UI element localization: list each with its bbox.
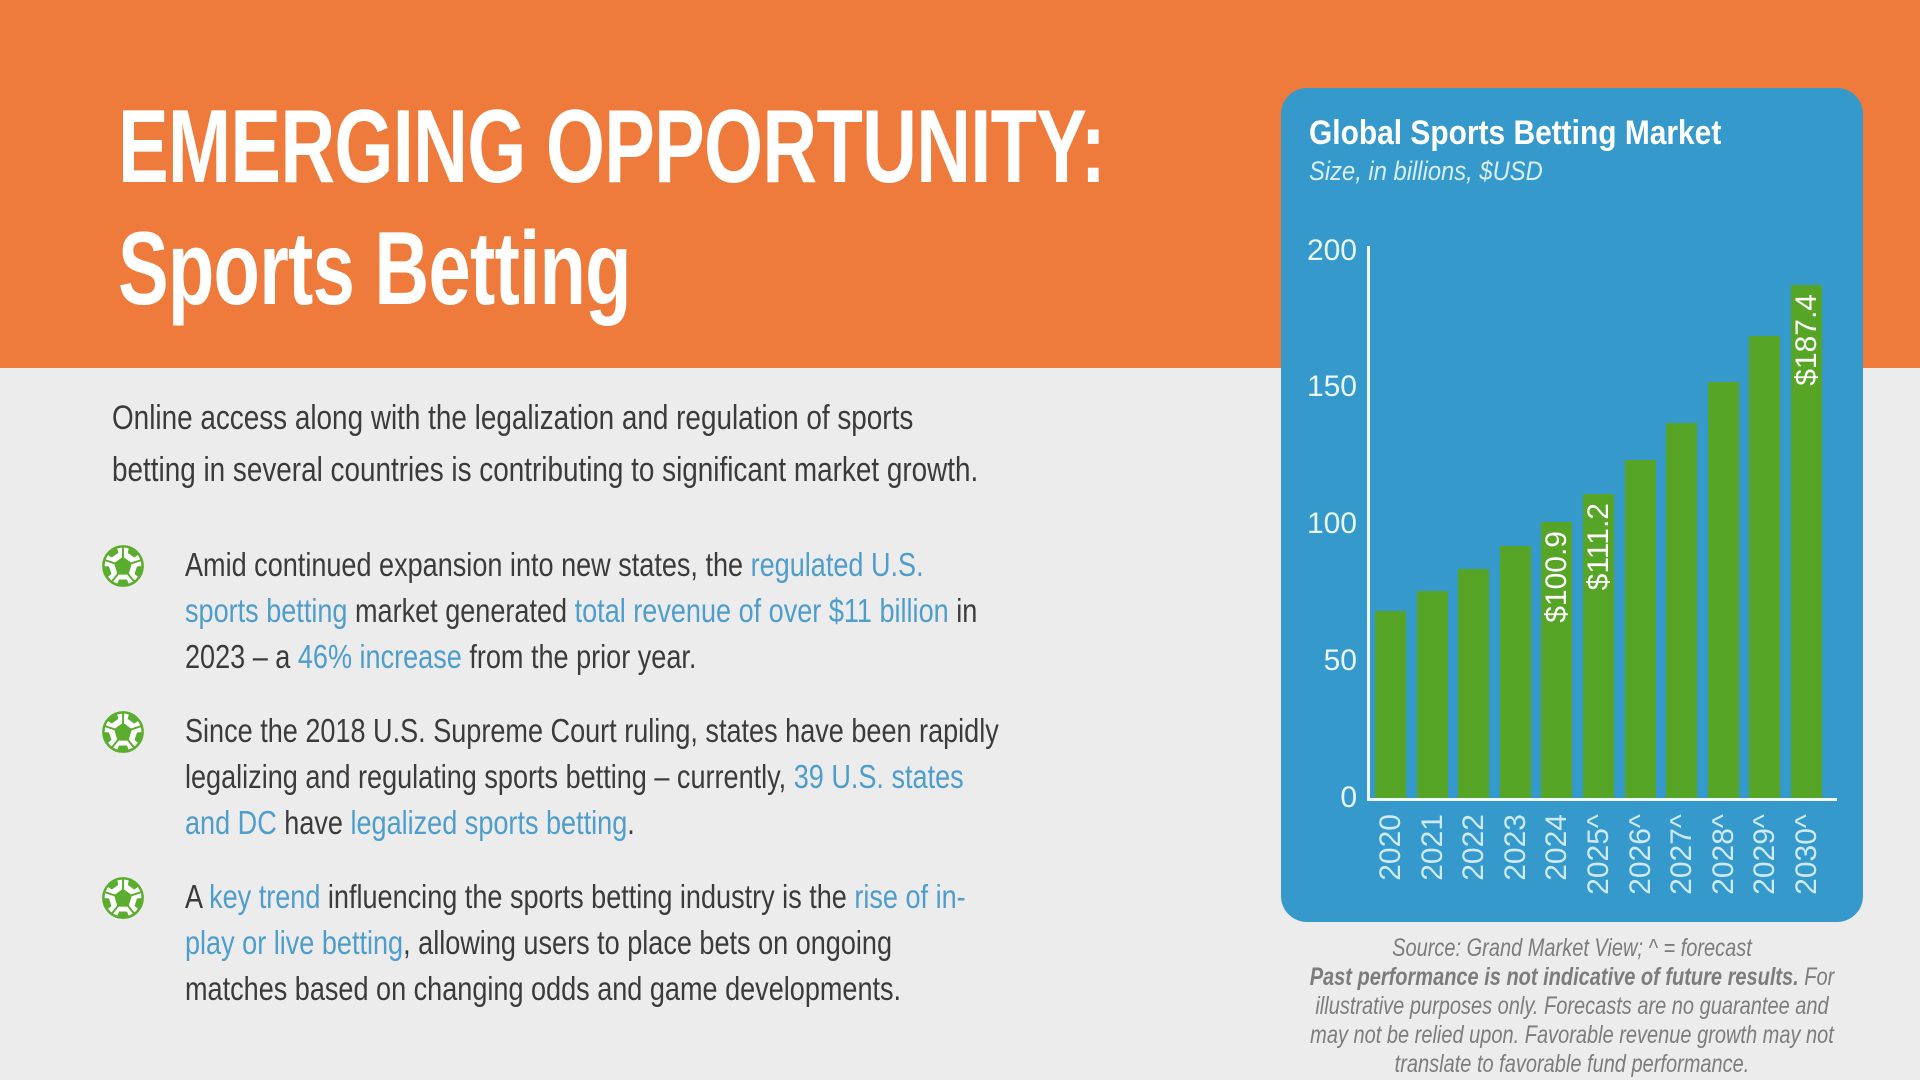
x-axis-label: 2020 <box>1373 814 1407 881</box>
text-segment: have <box>276 804 351 841</box>
x-axis-label-text: 2025^ <box>1581 814 1615 895</box>
source-disclaimer: Source: Grand Market View; ^ = forecast P… <box>1268 934 1876 1079</box>
text-segment: may not be relied upon. Favorable revenu… <box>1310 1021 1834 1049</box>
chart-bar-2028^ <box>1708 382 1739 798</box>
chart-bar-2030^ <box>1791 285 1822 798</box>
text-segment: Online access along with the legalizatio… <box>112 399 914 437</box>
x-axis-label-text: 2026^ <box>1623 814 1657 895</box>
highlighted-text: total revenue of over $11 billion <box>574 592 949 629</box>
intro-paragraph: Online access along with the legalizatio… <box>112 392 1260 496</box>
x-axis-label-text: 2023 <box>1498 814 1532 881</box>
x-axis-label-text: 2027^ <box>1664 814 1698 895</box>
x-axis-label-text: 2028^ <box>1706 814 1740 895</box>
chart-bar-2020 <box>1375 611 1406 798</box>
text-segment: For <box>1798 963 1835 991</box>
chart-bar-2027^ <box>1666 423 1697 798</box>
bullet-text-1: Amid continued expansion into new states… <box>185 542 1284 680</box>
bar-value-label: $100.9 <box>1539 531 1573 623</box>
highlighted-text: and DC <box>185 804 277 841</box>
bar-value-label: $111.2 <box>1581 503 1615 591</box>
chart-bar-2026^ <box>1625 460 1656 798</box>
bar-value-text: $187.4 <box>1789 294 1823 386</box>
chart-bar-2024 <box>1541 522 1572 798</box>
text-segment: translate to favorable fund performance. <box>1394 1050 1750 1078</box>
page-title-line-1: EMERGING OPPORTUNITY: <box>118 89 1106 205</box>
bar-chart: 0 50 100 150 200 2020 2021 2022 2023 $100.9 2024 $1… <box>1281 88 1863 922</box>
soccer-ball-icon <box>100 876 146 927</box>
x-axis-label: 2029^ <box>1747 814 1781 895</box>
highlighted-text: sports betting <box>185 592 348 629</box>
chart-bar-2022 <box>1458 569 1489 798</box>
x-axis-label: 2023 <box>1498 814 1532 881</box>
bar-value-text: $111.2 <box>1581 503 1615 591</box>
page-title-line-2: Sports Betting <box>118 211 631 327</box>
page-title: EMERGING OPPORTUNITY: Sports Betting <box>118 86 1470 330</box>
text-segment: influencing the sports betting industry … <box>320 878 855 915</box>
soccer-ball-icon <box>100 710 146 761</box>
bold-text: Past performance is not indicative of fu… <box>1309 963 1799 991</box>
highlighted-text: play or live betting <box>185 924 404 961</box>
x-axis-label-text: 2030^ <box>1789 814 1823 895</box>
y-axis-tick-label: 150 <box>1306 370 1357 404</box>
bar-value-label: $187.4 <box>1789 294 1823 386</box>
y-axis-tick-label: 50 <box>1323 644 1357 678</box>
text-segment: illustrative purposes only. Forecasts ar… <box>1315 992 1829 1020</box>
chart-bar-2025^ <box>1583 494 1614 798</box>
x-axis-label-text: 2024 <box>1539 814 1573 881</box>
x-axis-label-text: 2021 <box>1415 814 1449 881</box>
x-axis-label: 2024 <box>1539 814 1573 881</box>
x-axis-label: 2027^ <box>1664 814 1698 895</box>
highlighted-text: regulated U.S. <box>750 546 924 583</box>
y-axis-line <box>1367 246 1370 801</box>
text-segment: matches based on changing odds and game … <box>185 970 902 1007</box>
text-segment: market generated <box>347 592 575 629</box>
chart-bar-2023 <box>1500 546 1531 798</box>
x-axis-label-text: 2020 <box>1373 814 1407 881</box>
text-segment: from the prior year. <box>461 638 697 675</box>
text-segment: Since the 2018 U.S. Supreme Court ruling… <box>185 712 999 749</box>
highlighted-text: rise of in- <box>854 878 966 915</box>
text-segment: in <box>948 592 978 629</box>
text-segment: A <box>185 878 210 915</box>
y-axis-tick-label: 200 <box>1306 233 1357 267</box>
y-axis-tick-label: 100 <box>1306 507 1357 541</box>
x-axis-label: 2030^ <box>1789 814 1823 895</box>
text-segment: Amid continued expansion into new states… <box>185 546 751 583</box>
x-axis-label: 2025^ <box>1581 814 1615 895</box>
soccer-ball-icon <box>100 544 146 595</box>
highlighted-text: key trend <box>209 878 321 915</box>
bullet-text-3: A key trend influencing the sports betti… <box>185 874 1284 1012</box>
text-segment: 2023 – a <box>185 638 298 675</box>
x-axis-label-text: 2022 <box>1456 814 1490 881</box>
x-axis-label: 2026^ <box>1623 814 1657 895</box>
x-axis-line <box>1367 798 1837 801</box>
text-segment: legalizing and regulating sports betting… <box>185 758 794 795</box>
highlighted-text: 39 U.S. states <box>793 758 964 795</box>
text-segment: , allowing users to place bets on ongoin… <box>403 924 893 961</box>
chart-bar-2021 <box>1417 591 1448 798</box>
chart-card: Global Sports Betting Market Size, in bi… <box>1281 88 1863 922</box>
bar-value-text: $100.9 <box>1539 531 1573 623</box>
x-axis-label: 2021 <box>1415 814 1449 881</box>
chart-title: Global Sports Betting Market <box>1309 114 1722 152</box>
chart-subtitle: Size, in billions, $USD <box>1309 156 1543 186</box>
highlighted-text: 46% increase <box>297 638 462 675</box>
x-axis-label-text: 2029^ <box>1747 814 1781 895</box>
y-axis-tick-label: 0 <box>1340 781 1357 814</box>
text-segment: . <box>627 804 635 841</box>
chart-bar-2029^ <box>1749 336 1780 798</box>
bullet-text-2: Since the 2018 U.S. Supreme Court ruling… <box>185 708 1284 846</box>
text-segment: betting in several countries is contribu… <box>112 451 979 489</box>
text-segment: Source: Grand Market View; ^ = forecast <box>1392 934 1752 962</box>
highlighted-text: legalized sports betting <box>350 804 628 841</box>
x-axis-label: 2028^ <box>1706 814 1740 895</box>
x-axis-label: 2022 <box>1456 814 1490 881</box>
